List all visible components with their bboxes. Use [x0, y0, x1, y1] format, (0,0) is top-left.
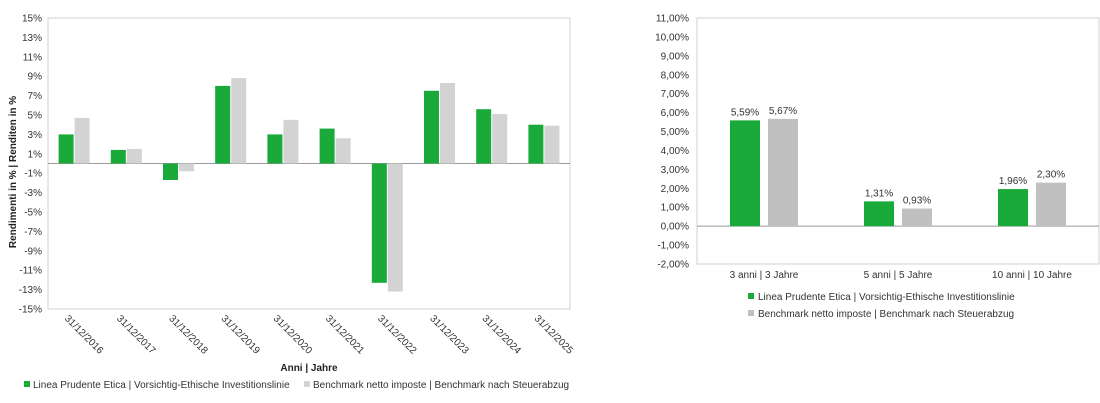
right-data-label-benchmark: 2,30%	[1037, 170, 1065, 181]
left-bar-benchmark	[126, 148, 142, 164]
right-legend-swatch-benchmark	[748, 310, 754, 316]
right-data-label-benchmark: 5,67%	[769, 106, 797, 117]
left-x-tick-label: 31/12/2018	[166, 313, 209, 356]
right-legend-swatch-linea	[748, 293, 754, 299]
right-bar-benchmark	[902, 208, 932, 227]
right-bar-linea	[998, 189, 1028, 227]
left-bar-benchmark	[179, 163, 194, 172]
left-bar-benchmark	[231, 78, 247, 164]
right-y-tick-label: 5,00%	[661, 127, 689, 138]
left-bar-linea	[163, 163, 178, 180]
left-legend-label-benchmark: Benchmark netto imposte | Benchmark nach…	[313, 380, 569, 391]
left-x-tick-label: 31/12/2017	[114, 313, 157, 356]
annual-returns-chart: Rendimenti in % | Renditen in % Anni | J…	[8, 14, 575, 392]
left-y-tick-label: -9%	[24, 246, 42, 257]
left-bar-linea	[267, 134, 283, 164]
left-bar-benchmark	[283, 119, 299, 164]
right-y-tick-label: 11,00%	[656, 14, 689, 25]
left-y-tick-label: 7%	[28, 91, 43, 102]
left-y-tick-label: -11%	[19, 266, 42, 277]
right-y-tick-label: 10,00%	[655, 32, 689, 43]
left-y-tick-label: 15%	[22, 14, 42, 25]
period-returns-chart: 11,00% 10,00% 9,00% 8,00% 7,00% 6,00% 5,00% 4,0…	[655, 14, 1100, 320]
right-bar-benchmark	[1036, 182, 1066, 227]
right-y-tick-label: 4,00%	[661, 146, 689, 157]
right-data-label-benchmark: 0,93%	[903, 196, 931, 207]
left-x-tick-label: 31/12/2022	[375, 313, 418, 356]
left-bar-linea	[58, 134, 74, 164]
left-bar-linea	[476, 109, 492, 164]
left-legend-swatch-linea	[24, 381, 30, 387]
right-bar-benchmark	[768, 118, 798, 227]
right-y-tick-label: 3,00%	[661, 165, 689, 176]
left-y-tick-label: 5%	[28, 111, 43, 122]
left-bar-benchmark	[440, 82, 455, 164]
right-legend-label-benchmark: Benchmark netto imposte | Benchmark nach…	[758, 309, 1014, 320]
right-y-tick-label: 0,00%	[661, 222, 689, 233]
left-y-tick-label: -13%	[19, 285, 42, 296]
left-bar-linea	[371, 163, 387, 283]
right-y-tick-label: -1,00%	[657, 241, 689, 252]
left-bar-linea	[424, 90, 439, 164]
left-y-tick-label: 11%	[23, 52, 42, 63]
right-y-tick-label: 2,00%	[661, 184, 689, 195]
left-y-tick-label: -15%	[19, 305, 42, 316]
left-y-axis-title: Rendimenti in % | Renditen in %	[8, 96, 19, 248]
right-y-tick-label: 8,00%	[661, 70, 689, 81]
left-y-tick-label: 13%	[22, 33, 42, 44]
left-y-tick-label: 9%	[28, 72, 43, 83]
left-bar-benchmark	[387, 163, 403, 292]
left-x-tick-label: 31/12/2025	[532, 313, 575, 356]
right-x-tick-label: 10 anni | 10 Jahre	[992, 270, 1072, 281]
left-y-tick-label: -1%	[24, 169, 42, 180]
right-y-tick-label: 1,00%	[661, 203, 689, 214]
left-bar-benchmark	[335, 138, 351, 164]
left-x-tick-label: 31/12/2019	[219, 313, 262, 356]
left-x-tick-label: 31/12/2023	[427, 313, 470, 356]
left-bar-benchmark	[544, 125, 560, 164]
left-bar-benchmark	[492, 114, 508, 164]
left-bar-linea	[110, 149, 126, 164]
left-x-tick-label: 31/12/2021	[323, 313, 366, 356]
left-y-tick-label: -5%	[24, 208, 42, 219]
right-y-tick-label: 9,00%	[661, 51, 689, 62]
right-plot-border	[696, 17, 1100, 265]
left-bar-linea	[215, 85, 231, 164]
left-legend-label-linea: Linea Prudente Etica | Vorsichtig-Ethisc…	[33, 380, 290, 391]
left-x-tick-label: 31/12/2024	[480, 313, 523, 356]
left-y-tick-label: 3%	[28, 130, 43, 141]
left-bar-linea	[319, 128, 335, 164]
right-data-label-linea: 1,31%	[865, 188, 893, 199]
right-x-tick-label: 3 anni | 3 Jahre	[730, 270, 799, 281]
right-y-tick-label: 6,00%	[661, 108, 689, 119]
right-y-tick-label: -2,00%	[657, 260, 689, 271]
left-bar-benchmark	[74, 117, 90, 164]
left-y-tick-label: -3%	[24, 188, 42, 199]
right-bar-linea	[864, 201, 894, 227]
right-bar-linea	[730, 120, 760, 227]
left-legend-swatch-benchmark	[304, 381, 310, 387]
left-bar-linea	[528, 124, 544, 164]
left-y-tick-label: 1%	[28, 149, 43, 160]
left-x-axis-title: Anni | Jahre	[280, 363, 338, 374]
right-data-label-linea: 5,59%	[731, 107, 759, 118]
right-legend-label-linea: Linea Prudente Etica | Vorsichtig-Ethisc…	[758, 292, 1015, 303]
left-x-tick-label: 31/12/2016	[62, 313, 105, 356]
left-y-tick-label: -7%	[24, 227, 42, 238]
right-y-tick-label: 7,00%	[661, 89, 689, 100]
right-data-label-linea: 1,96%	[999, 176, 1027, 187]
right-x-tick-label: 5 anni | 5 Jahre	[864, 270, 933, 281]
left-x-tick-label: 31/12/2020	[271, 313, 314, 356]
